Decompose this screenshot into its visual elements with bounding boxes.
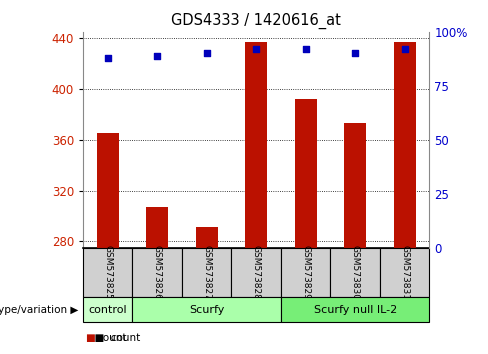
Bar — [380, 248, 429, 297]
Text: count: count — [98, 333, 127, 343]
Text: GSM573827: GSM573827 — [202, 245, 211, 300]
Bar — [83, 297, 132, 322]
Point — [153, 53, 161, 58]
Bar — [245, 42, 267, 248]
Bar — [344, 123, 366, 248]
Bar — [182, 248, 231, 297]
Bar — [83, 248, 132, 297]
Text: GSM573831: GSM573831 — [400, 245, 409, 300]
Text: genotype/variation ▶: genotype/variation ▶ — [0, 305, 78, 315]
Bar — [295, 99, 317, 248]
Bar — [330, 248, 380, 297]
Text: GSM573829: GSM573829 — [301, 245, 310, 300]
Bar — [196, 228, 218, 248]
Point — [104, 55, 112, 61]
Bar — [146, 207, 168, 248]
Point — [401, 46, 408, 52]
Title: GDS4333 / 1420616_at: GDS4333 / 1420616_at — [171, 13, 341, 29]
Text: GSM573826: GSM573826 — [153, 245, 162, 300]
Bar — [231, 248, 281, 297]
Bar — [132, 248, 182, 297]
Text: GSM573830: GSM573830 — [351, 245, 360, 300]
Bar — [97, 133, 119, 248]
Text: ■: ■ — [85, 333, 95, 343]
Point — [203, 51, 211, 56]
Point — [302, 46, 309, 52]
Text: Scurfy null IL-2: Scurfy null IL-2 — [314, 305, 397, 315]
Text: control: control — [88, 305, 127, 315]
Bar — [393, 42, 416, 248]
Bar — [281, 248, 330, 297]
Text: GSM573828: GSM573828 — [252, 245, 261, 300]
Text: ■  count: ■ count — [88, 333, 140, 343]
Bar — [132, 297, 281, 322]
Text: GSM573825: GSM573825 — [103, 245, 112, 300]
Text: Scurfy: Scurfy — [189, 305, 224, 315]
Bar — [281, 297, 429, 322]
Point — [351, 51, 359, 56]
Point — [252, 46, 260, 52]
